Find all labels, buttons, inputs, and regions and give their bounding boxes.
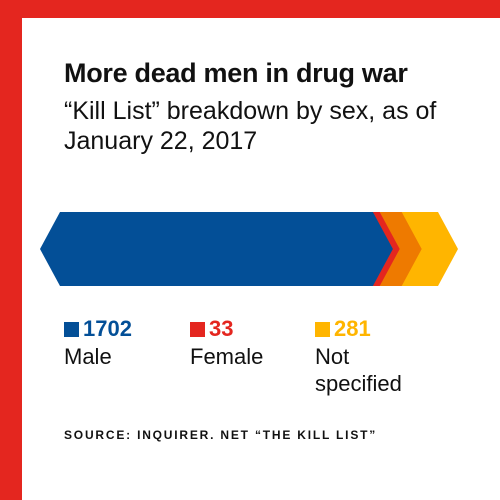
legend-label-female: Female [190,344,264,369]
frame-left-border [0,0,22,500]
bar-segment-female [368,212,400,286]
chart-subtitle: “Kill List” breakdown by sex, as of Janu… [64,97,437,155]
chart-title: More dead men in drug war [64,58,408,88]
legend-label-male: Male [64,344,112,369]
legend-item-female: 33 Female [190,318,310,370]
legend-value-not-specified: 281 [334,316,371,341]
source-note: SOURCE: INQUIRER. NET “THE KILL LIST” [64,428,378,442]
bar-segment-male [40,212,393,286]
legend-swatch-male [64,321,79,337]
frame-top-border [0,0,500,18]
legend-item-not-specified: 281 Not specified [315,318,435,397]
legend-label-not-specified: Not specified [315,344,402,396]
legend-value-female: 33 [209,316,234,341]
legend-value-male: 1702 [83,316,132,341]
legend-item-male: 1702 Male [64,318,184,370]
legend-swatch-not-specified [315,321,330,337]
legend-swatch-female [190,321,205,337]
